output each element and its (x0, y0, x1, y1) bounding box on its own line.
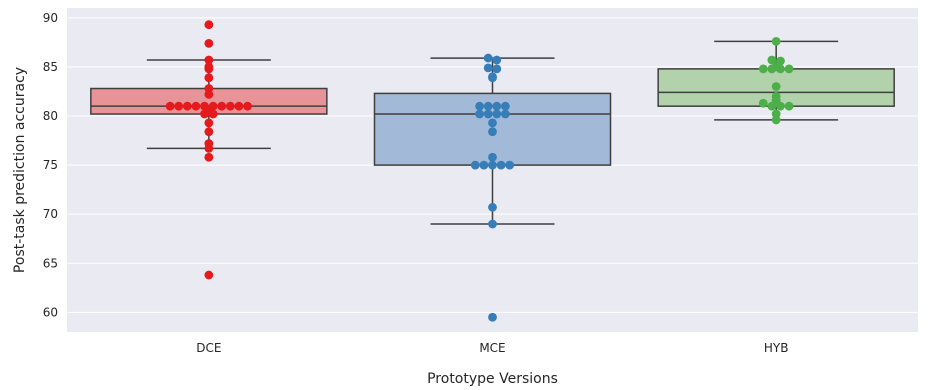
data-point (483, 109, 493, 119)
data-point (208, 109, 218, 119)
data-point (771, 82, 781, 91)
data-point (174, 101, 184, 111)
data-point (200, 109, 209, 119)
y-tick-label: 85 (43, 60, 58, 74)
data-point (204, 127, 214, 137)
data-point (501, 101, 510, 111)
data-point (496, 160, 506, 170)
data-point (784, 101, 794, 111)
data-point (479, 160, 489, 170)
data-point (483, 63, 493, 73)
y-tick-label: 90 (43, 11, 58, 25)
data-point (204, 73, 214, 83)
x-tick-label: HYB (764, 341, 789, 355)
data-point (776, 101, 785, 111)
data-point (475, 109, 484, 119)
data-point (488, 127, 497, 137)
data-point (470, 160, 480, 170)
data-point (488, 73, 497, 83)
data-point (483, 101, 493, 111)
data-point (758, 98, 768, 108)
x-tick-label: DCE (196, 341, 221, 355)
data-point (771, 115, 781, 125)
data-points (165, 20, 794, 322)
data-point (505, 160, 515, 170)
data-point (758, 64, 768, 74)
data-point (204, 38, 214, 48)
data-point (204, 20, 214, 30)
y-tick-label: 80 (43, 109, 58, 123)
y-tick-label: 65 (43, 256, 58, 270)
y-tick-labels: 60 65 70 75 80 85 90 (43, 11, 58, 320)
x-axis-label: Prototype Versions (427, 371, 558, 387)
data-point (488, 312, 497, 322)
data-point (204, 64, 214, 74)
points-mce (470, 53, 515, 322)
data-point (204, 90, 214, 99)
data-point (243, 101, 252, 111)
data-point (225, 101, 235, 111)
data-point (204, 270, 214, 280)
data-point (217, 101, 227, 111)
data-point (771, 36, 781, 46)
data-point (165, 101, 175, 111)
data-point (767, 101, 777, 111)
data-point (767, 55, 777, 65)
data-point (488, 202, 497, 212)
data-point (492, 55, 502, 65)
data-point (204, 144, 214, 153)
data-point (234, 101, 244, 111)
data-point (488, 160, 497, 170)
x-tick-labels: DCE MCE HYB (196, 341, 788, 355)
data-point (488, 152, 497, 162)
data-point (776, 64, 785, 74)
data-point (191, 101, 201, 111)
y-tick-label: 60 (43, 305, 58, 319)
data-point (475, 101, 484, 111)
data-point (492, 64, 502, 74)
data-point (204, 152, 214, 162)
data-point (483, 53, 493, 63)
points-dce (165, 20, 252, 280)
y-axis-label: Post-task prediction accuracy (12, 67, 28, 273)
data-point (767, 64, 777, 74)
y-tick-label: 70 (43, 207, 58, 221)
data-point (492, 101, 502, 111)
data-point (204, 55, 214, 65)
points-hyb (758, 36, 794, 125)
data-point (488, 118, 497, 128)
data-point (204, 118, 214, 128)
data-point (492, 109, 502, 119)
x-tick-label: MCE (479, 341, 505, 355)
data-point (501, 109, 510, 119)
data-point (488, 219, 497, 229)
y-tick-label: 75 (43, 158, 58, 172)
data-point (182, 101, 192, 111)
data-point (784, 64, 794, 74)
